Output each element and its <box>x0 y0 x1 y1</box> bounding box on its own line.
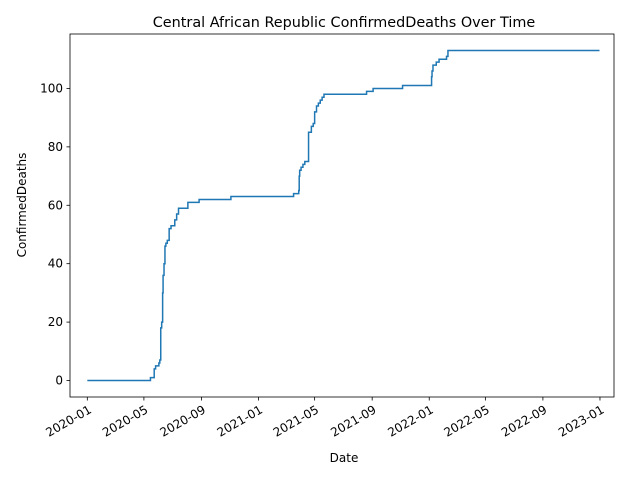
x-axis-label: Date <box>330 451 359 465</box>
y-tick-label: 0 <box>55 374 63 388</box>
y-axis: 0 20 40 60 80 100 <box>40 81 70 388</box>
y-tick-label: 40 <box>48 257 63 271</box>
y-tick-label: 80 <box>48 140 63 154</box>
y-tick-label: 60 <box>48 198 63 212</box>
series-line-confirmed-deaths <box>87 49 600 382</box>
y-tick-label: 100 <box>40 81 63 95</box>
plot-frame <box>69 33 615 398</box>
y-tick-label: 20 <box>48 315 63 329</box>
y-axis-label: ConfirmedDeaths <box>15 153 29 258</box>
chart-title: Central African Republic ConfirmedDeaths… <box>153 15 536 31</box>
